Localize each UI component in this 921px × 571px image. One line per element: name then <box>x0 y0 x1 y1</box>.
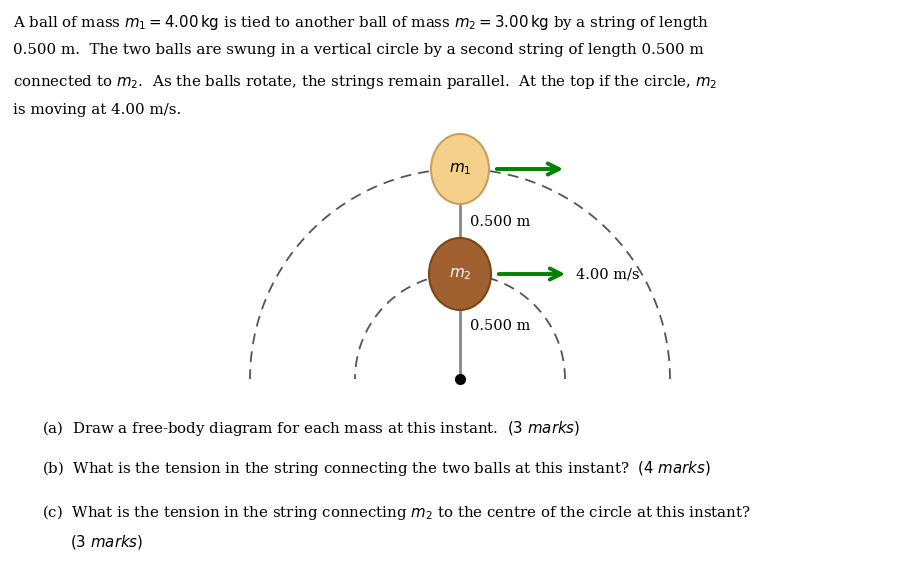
Text: connected to $m_2$.  As the balls rotate, the strings remain parallel.  At the t: connected to $m_2$. As the balls rotate,… <box>13 73 717 91</box>
Text: (b)  What is the tension in the string connecting the two balls at this instant?: (b) What is the tension in the string co… <box>42 459 711 478</box>
Text: (a)  Draw a free-body diagram for each mass at this instant.  $(3\ \mathit{marks: (a) Draw a free-body diagram for each ma… <box>42 419 580 438</box>
Text: $(3\ \mathit{marks})$: $(3\ \mathit{marks})$ <box>70 533 144 551</box>
Text: 0.500 m.  The two balls are swung in a vertical circle by a second string of len: 0.500 m. The two balls are swung in a ve… <box>13 43 704 57</box>
Text: $m_1$: $m_1$ <box>449 161 472 177</box>
Text: 0.500 m: 0.500 m <box>470 320 530 333</box>
Text: $m_2$: $m_2$ <box>449 266 472 282</box>
Text: (c)  What is the tension in the string connecting $m_2$ to the centre of the cir: (c) What is the tension in the string co… <box>42 503 751 522</box>
Text: 0.500 m: 0.500 m <box>470 215 530 228</box>
Ellipse shape <box>429 238 491 310</box>
Text: is moving at 4.00 m/s.: is moving at 4.00 m/s. <box>13 103 181 117</box>
Text: A ball of mass $m_1 = 4.00\,\mathrm{kg}$ is tied to another ball of mass $m_2 = : A ball of mass $m_1 = 4.00\,\mathrm{kg}$… <box>13 13 709 32</box>
Ellipse shape <box>431 134 489 204</box>
Text: 4.00 m/s: 4.00 m/s <box>576 267 639 281</box>
